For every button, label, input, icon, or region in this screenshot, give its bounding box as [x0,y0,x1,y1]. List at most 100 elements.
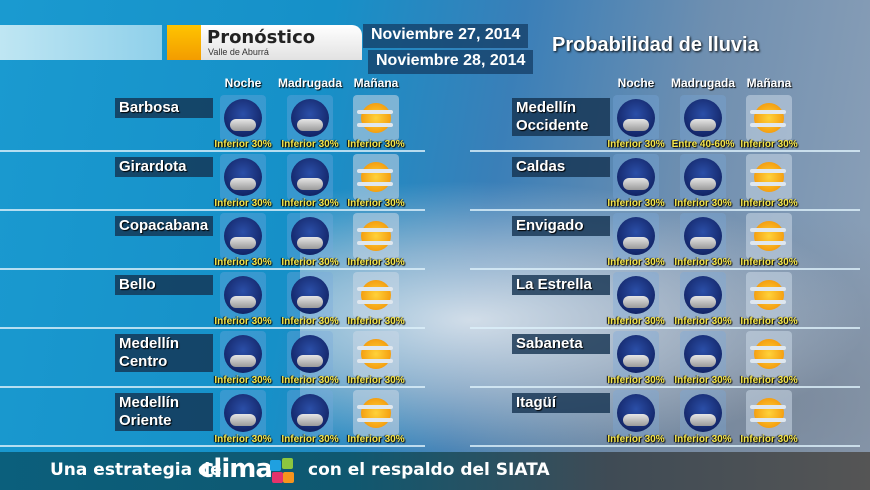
date-2: Noviembre 28, 2014 [368,50,534,74]
night-cloud-icon [613,154,659,200]
cloud-streak [750,169,786,173]
probability-label: Inferior 30% [281,139,339,150]
clima-logo: clima [199,454,273,484]
probability-label: Inferior 30% [607,434,665,445]
cloud-streak [357,418,393,422]
cloud-shape [623,355,649,367]
probability-label: Inferior 30% [674,375,732,386]
night-cloud-icon [287,154,333,200]
row-separator [470,445,860,447]
night-cloud-icon [680,95,726,141]
cloud-streak [750,300,786,304]
sun-shape [754,221,784,251]
night-cloud-icon [287,390,333,436]
night-cloud-icon [680,213,726,259]
cloud-streak [750,241,786,245]
probability-label: Inferior 30% [740,375,798,386]
location-name: Caldas [512,157,610,177]
sun-cloud-icon [746,95,792,141]
page-title: Probabilidad de lluvia [552,34,759,56]
night-cloud-icon [287,95,333,141]
cloud-shape [297,296,323,308]
location-name: Medellín Centro [115,334,213,372]
probability-label: Inferior 30% [607,139,665,150]
location-name: Medellín Occidente [512,98,610,136]
footer-prefix: Una estrategia de [50,460,222,480]
cloud-shape [623,414,649,426]
forecast-row: Envigado Inferior 30% Inferior 30% Inferior… [0,213,870,269]
location-name: Barbosa [115,98,213,118]
night-sky-shape [684,217,722,255]
brand-box: Pronóstico Valle de Aburrá [167,25,362,60]
cloud-shape [623,119,649,131]
cloud-streak [750,228,786,232]
sun-cloud-icon [353,272,399,318]
probability-label: Inferior 30% [674,257,732,268]
probability-label: Inferior 30% [281,257,339,268]
sun-shape [754,162,784,192]
probability-label: Inferior 30% [281,316,339,327]
probability-label: Inferior 30% [347,316,405,327]
forecast-row: Copacabana Inferior 30% Inferior 30% Inferi… [0,213,870,269]
night-sky-shape [617,99,655,137]
night-cloud-icon [613,272,659,318]
sun-shape [361,221,391,251]
probability-label: Inferior 30% [740,139,798,150]
location-name: Bello [115,275,213,295]
night-cloud-icon [680,390,726,436]
night-cloud-icon [220,272,266,318]
sun-cloud-icon [746,213,792,259]
probability-label: Inferior 30% [607,316,665,327]
probability-label: Inferior 30% [281,198,339,209]
sun-shape [754,103,784,133]
sun-shape [754,398,784,428]
night-sky-shape [617,276,655,314]
row-separator [0,386,425,388]
row-separator [0,209,425,211]
location-name: La Estrella [512,275,610,295]
date-1: Noviembre 27, 2014 [363,24,529,48]
cloud-streak [750,346,786,350]
cloud-shape [230,414,256,426]
column-header: Noche [617,76,655,90]
sun-cloud-icon [746,331,792,377]
sun-cloud-icon [746,390,792,436]
night-cloud-icon [680,272,726,318]
footer: Una estrategia de clima con el respaldo … [0,452,870,490]
night-sky-shape [684,158,722,196]
probability-label: Entre 40-60% [671,139,735,150]
cloud-streak [357,110,393,114]
cloud-shape [623,296,649,308]
cloud-shape [297,237,323,249]
cloud-shape [623,237,649,249]
location-name: Girardota [115,157,213,177]
location-name: Copacabana [115,216,213,236]
cloud-shape [230,119,256,131]
cloud-shape [690,355,716,367]
cloud-streak [357,123,393,127]
row-separator [470,327,860,329]
cloud-shape [623,178,649,190]
location-name: Medellín Oriente [115,393,213,431]
sun-cloud-icon [353,331,399,377]
cloud-shape [297,414,323,426]
night-sky-shape [684,335,722,373]
probability-label: Inferior 30% [674,316,732,327]
probability-label: Inferior 30% [740,198,798,209]
sun-cloud-icon [746,154,792,200]
column-header: Mañana [353,76,399,90]
probability-label: Inferior 30% [347,198,405,209]
forecast-row: Girardota Inferior 30% Inferior 30% Inferio… [0,154,870,210]
forecast-row: Medellín Oriente Inferior 30% Inferior 30%… [0,390,870,446]
cloud-streak [750,405,786,409]
row-separator [470,268,860,270]
sun-cloud-icon [353,95,399,141]
probability-label: Inferior 30% [607,198,665,209]
cloud-shape [690,296,716,308]
sun-cloud-icon [746,272,792,318]
probability-label: Inferior 30% [607,257,665,268]
row-separator [0,150,425,152]
cloud-shape [297,119,323,131]
sun-shape [754,280,784,310]
cloud-streak [750,287,786,291]
